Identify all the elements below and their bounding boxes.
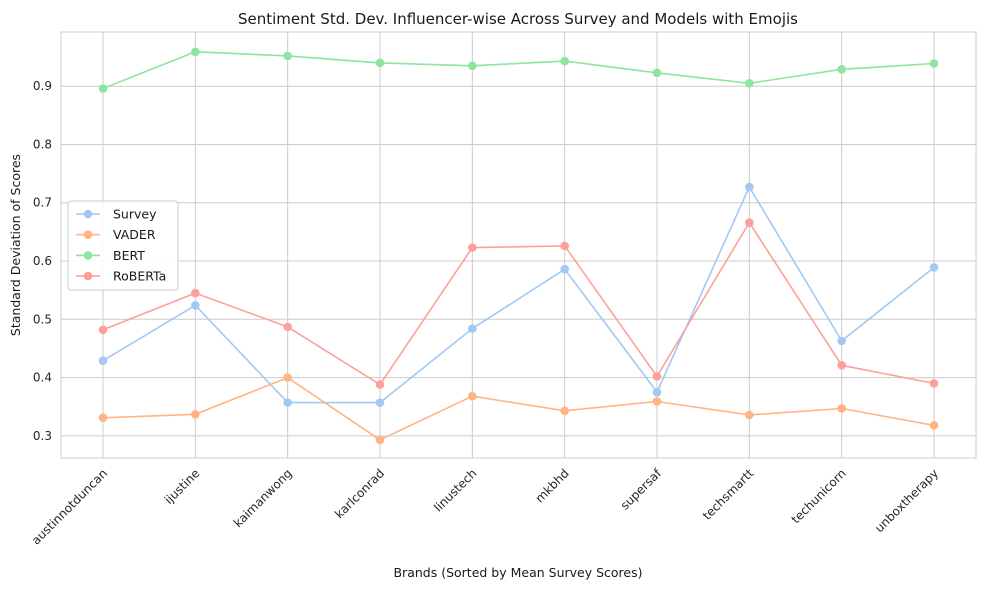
- data-point: [468, 391, 477, 401]
- legend-item-roberta: RoBERTa: [76, 269, 166, 284]
- data-point: [468, 324, 477, 333]
- data-point: [98, 325, 108, 335]
- data-point: [98, 84, 108, 93]
- legend-item-survey: Survey: [76, 207, 157, 222]
- y-tick-label: 0.9: [33, 79, 52, 93]
- data-point: [837, 64, 846, 74]
- data-point: [837, 404, 846, 413]
- chart-title: Sentiment Std. Dev. Influencer-wise Acro…: [238, 10, 798, 28]
- data-point: [191, 288, 200, 298]
- x-tick-label: linustech: [431, 466, 479, 514]
- data-point: [745, 410, 754, 420]
- data-point: [652, 372, 662, 381]
- x-tick-label: mkbhd: [533, 466, 572, 505]
- grid: [61, 32, 976, 458]
- data-point: [375, 58, 385, 68]
- data-point: [929, 263, 939, 272]
- data-point: [837, 361, 846, 370]
- x-axis-ticks: austinnotduncan ijustine kaimanwong karlcon…: [29, 466, 941, 548]
- series-survey: [98, 182, 939, 407]
- data-point: [745, 218, 754, 227]
- data-point: [98, 356, 108, 365]
- data-point: [652, 387, 662, 397]
- data-point: [560, 264, 569, 274]
- y-tick-label: 0.6: [33, 254, 52, 268]
- data-point: [191, 301, 200, 310]
- series-bert: [98, 47, 939, 93]
- data-point: [375, 398, 385, 407]
- legend-box: [67, 200, 179, 291]
- data-point: [375, 435, 385, 445]
- x-tick-label: austinnotduncan: [29, 466, 110, 547]
- data-point: [929, 59, 939, 68]
- legend: Survey VADER BERT RoBERTa: [67, 200, 179, 291]
- y-axis-label: Standard Deviation of Scores: [8, 154, 23, 336]
- data-point: [283, 322, 292, 332]
- data-point: [468, 61, 477, 71]
- legend-label: BERT: [113, 248, 145, 263]
- data-point: [652, 397, 662, 406]
- series-vader: [98, 373, 939, 445]
- y-axis-ticks: 0.3 0.4 0.5 0.6 0.7 0.8 0.9: [33, 79, 52, 443]
- x-axis-label: Brands (Sorted by Mean Survey Scores): [393, 565, 642, 580]
- data-point: [191, 47, 200, 57]
- data-point: [929, 379, 939, 388]
- data-point: [283, 373, 292, 382]
- x-tick-label: unboxtherapy: [872, 466, 941, 535]
- plot-area: [60, 31, 977, 459]
- x-tick-label: techunicorn: [789, 466, 849, 526]
- series-roberta: [98, 218, 939, 389]
- y-tick-label: 0.3: [33, 429, 52, 443]
- x-tick-label: karlconrad: [332, 466, 387, 521]
- data-point: [560, 56, 569, 66]
- series-line: [102, 50, 935, 90]
- data-point: [837, 336, 846, 346]
- data-point: [98, 413, 108, 423]
- x-tick-label: techsmartt: [700, 466, 757, 523]
- x-tick-label: kaimanwong: [231, 466, 295, 530]
- y-tick-label: 0.5: [33, 312, 52, 326]
- data-point: [745, 78, 754, 88]
- legend-item-bert: BERT: [76, 248, 145, 263]
- legend-item-vader: VADER: [76, 227, 156, 242]
- y-tick-label: 0.4: [33, 371, 52, 385]
- series-line: [102, 376, 935, 441]
- legend-marker: [83, 209, 93, 219]
- x-tick-label: supersaf: [618, 466, 665, 513]
- legend-marker: [83, 271, 93, 281]
- legend-marker: [83, 251, 93, 260]
- data-point: [745, 182, 754, 192]
- data-point: [375, 380, 385, 389]
- series-group: [98, 47, 939, 445]
- y-tick-label: 0.7: [33, 196, 52, 210]
- legend-label: Survey: [113, 207, 157, 222]
- x-tick-label: ijustine: [162, 466, 203, 507]
- legend-marker: [83, 230, 93, 239]
- series-line: [102, 221, 935, 386]
- data-point: [468, 243, 477, 252]
- data-point: [560, 241, 569, 251]
- data-point: [652, 68, 662, 78]
- data-point: [929, 421, 939, 430]
- legend-label: RoBERTa: [113, 269, 166, 284]
- series-line: [102, 186, 935, 404]
- data-point: [560, 406, 569, 416]
- data-point: [283, 398, 292, 407]
- data-point: [283, 51, 292, 61]
- y-tick-label: 0.8: [33, 137, 52, 151]
- legend-label: VADER: [113, 227, 156, 242]
- data-point: [191, 409, 200, 419]
